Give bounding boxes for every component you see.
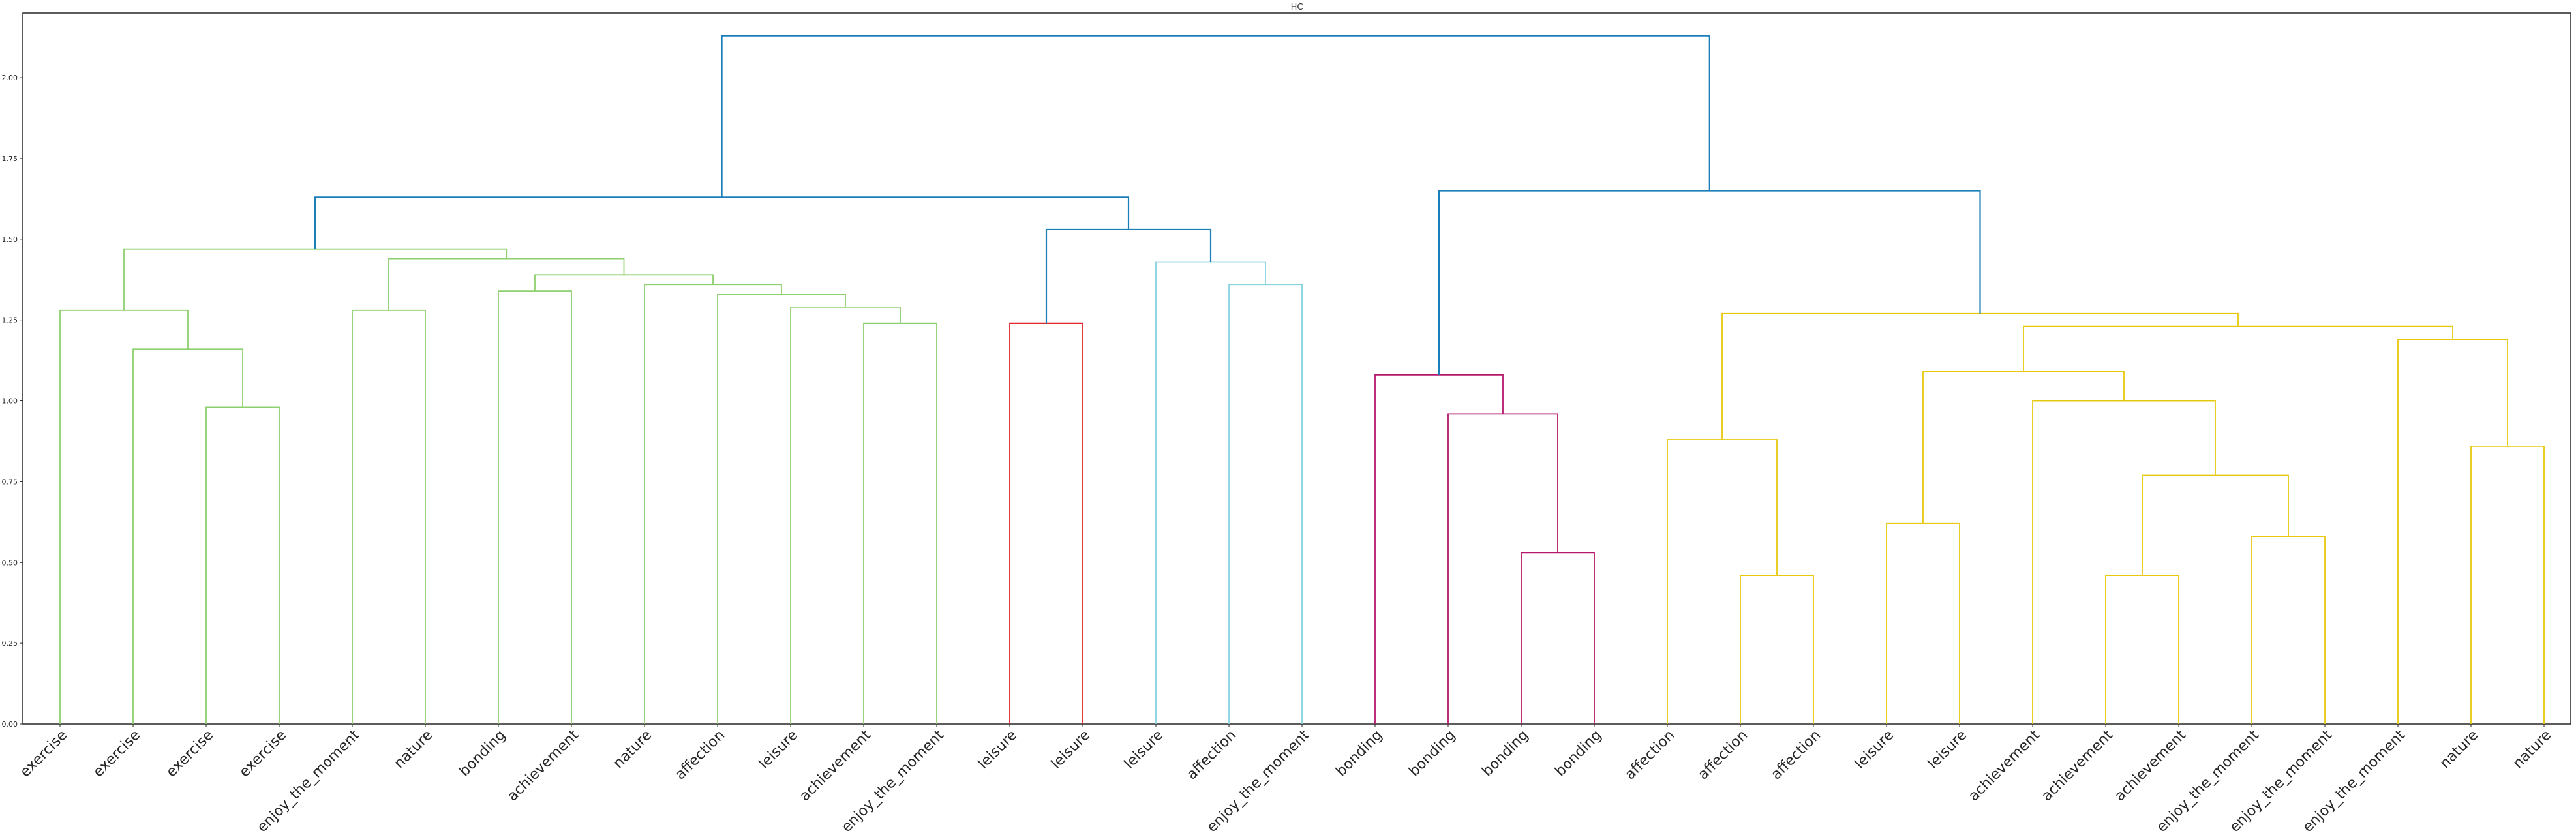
leaf-label: leisure bbox=[1048, 727, 1093, 772]
y-tick-label: 1.75 bbox=[2, 155, 18, 163]
leaf-label: affection bbox=[672, 727, 728, 783]
leaf-label: nature bbox=[2510, 727, 2555, 772]
dendrogram-link bbox=[644, 284, 782, 724]
dendrogram-link bbox=[2023, 325, 2453, 372]
dendrogram-link bbox=[205, 406, 280, 724]
y-tick-label: 0.25 bbox=[2, 639, 18, 648]
leaf-label: affection bbox=[1183, 727, 1239, 783]
leaf-label: leisure bbox=[1925, 727, 1970, 772]
plot-frame bbox=[22, 12, 2571, 725]
y-tick-label: 1.50 bbox=[2, 235, 18, 244]
dendrogram-link bbox=[534, 274, 714, 292]
dendrogram-link bbox=[1228, 284, 1303, 724]
dendrogram-link bbox=[2032, 400, 2216, 724]
dendrogram-link bbox=[2105, 575, 2179, 724]
leaf-label: bonding bbox=[1552, 727, 1605, 780]
dendrogram-link bbox=[1886, 522, 1960, 724]
chart-title: HC bbox=[1291, 3, 1303, 12]
dendrogram-link bbox=[132, 348, 243, 724]
dendrogram-link bbox=[1155, 261, 1266, 724]
dendrogram-link bbox=[717, 294, 846, 724]
leaf-label: bonding bbox=[456, 727, 509, 780]
dendrogram-link bbox=[1374, 374, 1504, 724]
leaf-label: achievement bbox=[504, 727, 582, 804]
leaf-label: nature bbox=[391, 727, 436, 772]
y-tick-label: 0.75 bbox=[2, 477, 18, 486]
leaf-label: affection bbox=[1768, 727, 1824, 783]
dendrogram-link bbox=[790, 306, 901, 724]
leaf-label: leisure bbox=[1121, 727, 1166, 772]
dendrogram-link bbox=[1721, 312, 2239, 440]
dendrogram-link bbox=[1009, 322, 1083, 724]
dendrogram-links bbox=[59, 35, 2545, 724]
leaf-label: leisure bbox=[1852, 727, 1897, 772]
y-tick-label: 0.50 bbox=[2, 558, 18, 567]
leaf-label: affection bbox=[1622, 727, 1678, 783]
dendrogram-link bbox=[2397, 339, 2508, 724]
leaf-label: bonding bbox=[1333, 727, 1386, 780]
dendrogram-link bbox=[1438, 190, 1981, 375]
dendrogram-link bbox=[314, 196, 1130, 249]
dendrogram-link bbox=[721, 35, 1710, 198]
leaf-label: nature bbox=[2437, 727, 2482, 772]
dendrogram-link bbox=[1045, 228, 1212, 324]
dendrogram-link bbox=[1922, 371, 2125, 524]
leaf-label: bonding bbox=[1406, 727, 1459, 780]
leaf-label: achievement bbox=[2038, 727, 2116, 804]
leaf-label: achievement bbox=[1965, 727, 2043, 804]
dendrogram-link bbox=[2470, 446, 2545, 724]
y-tick-label: 2.00 bbox=[2, 74, 18, 82]
dendrogram-link bbox=[1667, 439, 1778, 724]
leaf-label: achievement bbox=[2112, 727, 2189, 804]
leaf-label: leisure bbox=[975, 727, 1020, 772]
y-tick-label: 0.00 bbox=[2, 720, 18, 729]
leaf-label: bonding bbox=[1479, 727, 1532, 780]
dendrogram-link bbox=[2251, 536, 2326, 724]
dendrogram-link bbox=[352, 309, 426, 724]
leaf-labels: exercise exercise exercise exerciseenjoy_th… bbox=[17, 724, 2554, 831]
leaf-label: affection bbox=[1695, 727, 1751, 783]
y-tick-label: 1.00 bbox=[2, 397, 18, 406]
dendrogram-link bbox=[1740, 575, 1814, 724]
dendrogram-link bbox=[1521, 552, 1595, 724]
leaf-label: achievement bbox=[796, 727, 874, 804]
leaf-label: exercise bbox=[236, 727, 290, 781]
leaf-label: exercise bbox=[163, 727, 217, 781]
leaf-label: nature bbox=[611, 727, 656, 772]
dendrogram-link bbox=[59, 309, 189, 724]
dendrogram-link bbox=[2142, 474, 2289, 576]
dendrogram-link bbox=[863, 322, 937, 724]
dendrogram-link bbox=[388, 258, 625, 310]
y-tick-label: 1.25 bbox=[2, 316, 18, 325]
dendrogram-link bbox=[1447, 413, 1558, 724]
y-axis: 0.00 0.25 0.50 0.75 1.00 1.25 1.50 1.75 2.00 bbox=[2, 74, 23, 729]
leaf-label: exercise bbox=[90, 727, 144, 781]
dendrogram-link bbox=[498, 290, 572, 724]
leaf-label: leisure bbox=[756, 727, 801, 772]
leaf-label: exercise bbox=[17, 727, 70, 781]
